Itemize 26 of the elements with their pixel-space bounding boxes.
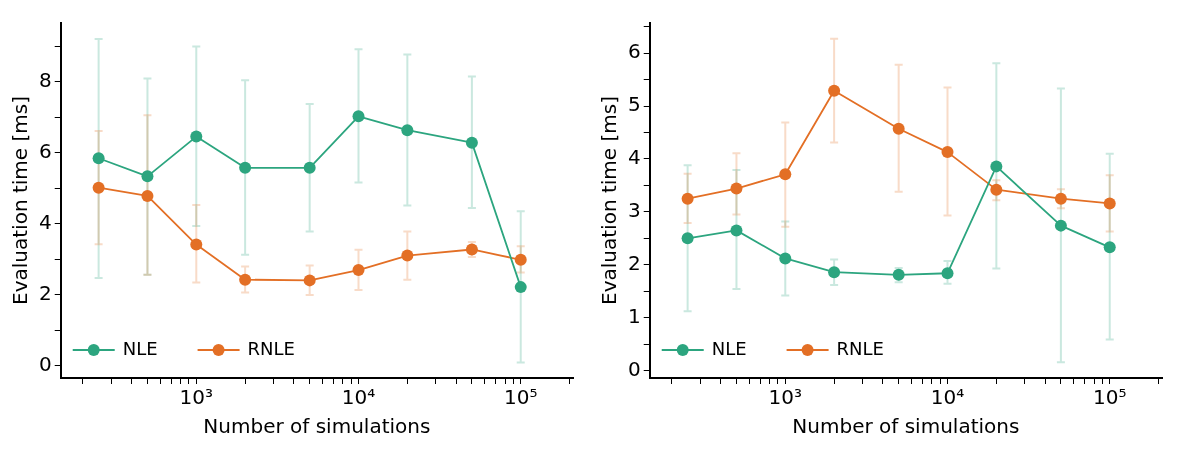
x-tick-label: 10⁵: [1092, 385, 1127, 410]
y-tick-label: 2: [627, 250, 641, 275]
legend-label: NLE: [711, 337, 747, 359]
x-axis-title: Number of simulations: [203, 414, 431, 439]
y-tick-label: 4: [38, 209, 52, 234]
legend-label: RNLE: [836, 337, 884, 359]
y-tick-label: 6: [38, 138, 52, 163]
x-tick-label: 10³: [179, 385, 214, 410]
y-tick-label: 0: [38, 351, 52, 376]
y-tick-label: 4: [627, 145, 641, 170]
x-tick-label: 10⁴: [341, 385, 376, 410]
y-tick-label: 3: [627, 198, 641, 223]
x-tick-label: 10³: [768, 385, 803, 410]
x-tick-label: 10⁵: [503, 385, 538, 410]
y-tick-label: 2: [38, 280, 52, 305]
x-tick-label: 10⁴: [930, 385, 965, 410]
y-axis-title: Evaluation time [ms]: [597, 96, 622, 305]
y-axis-title: Evaluation time [ms]: [8, 96, 33, 305]
legend-label: RNLE: [247, 337, 295, 359]
y-tick-label: 6: [627, 39, 641, 64]
legend-label: NLE: [122, 337, 158, 359]
y-tick-label: 5: [627, 92, 641, 117]
x-axis-title: Number of simulations: [792, 414, 1020, 439]
y-tick-label: 8: [38, 67, 52, 92]
y-tick-label: 1: [627, 303, 641, 328]
y-tick-label: 0: [627, 356, 641, 381]
